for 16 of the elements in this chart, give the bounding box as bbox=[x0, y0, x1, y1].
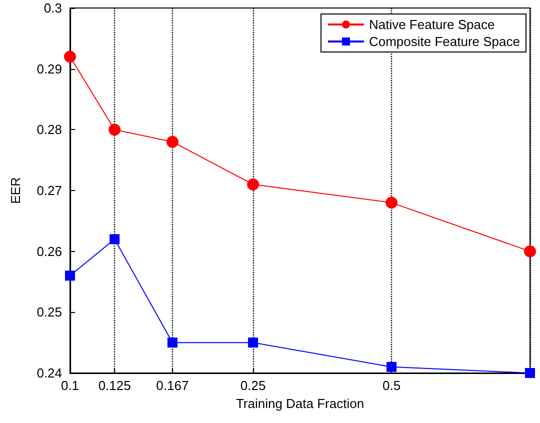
x-tick-label: 0.167 bbox=[156, 378, 189, 393]
y-tick-label: 0.3 bbox=[44, 0, 62, 16]
y-tick-label: 0.28 bbox=[36, 122, 62, 138]
x-tick-label: 0.1 bbox=[60, 378, 80, 393]
y-tick-label: 0.27 bbox=[36, 183, 62, 198]
legend-label: Native Feature Space bbox=[368, 17, 495, 32]
y-axis-title: EER bbox=[8, 177, 23, 204]
x-tick-label: 0.5 bbox=[382, 378, 401, 393]
x-tick-label: 0.25 bbox=[240, 378, 266, 393]
legend-label: Composite Feature Space bbox=[368, 34, 520, 49]
x-tick-label: 0.125 bbox=[98, 378, 131, 393]
y-tick-label: 0.26 bbox=[36, 244, 62, 259]
y-tick-label: 0.24 bbox=[36, 366, 62, 380]
x-axis-title: Training Data Fraction bbox=[236, 396, 364, 411]
y-tick-label: 0.25 bbox=[36, 304, 62, 320]
y-tick-label: 0.29 bbox=[36, 61, 62, 76]
